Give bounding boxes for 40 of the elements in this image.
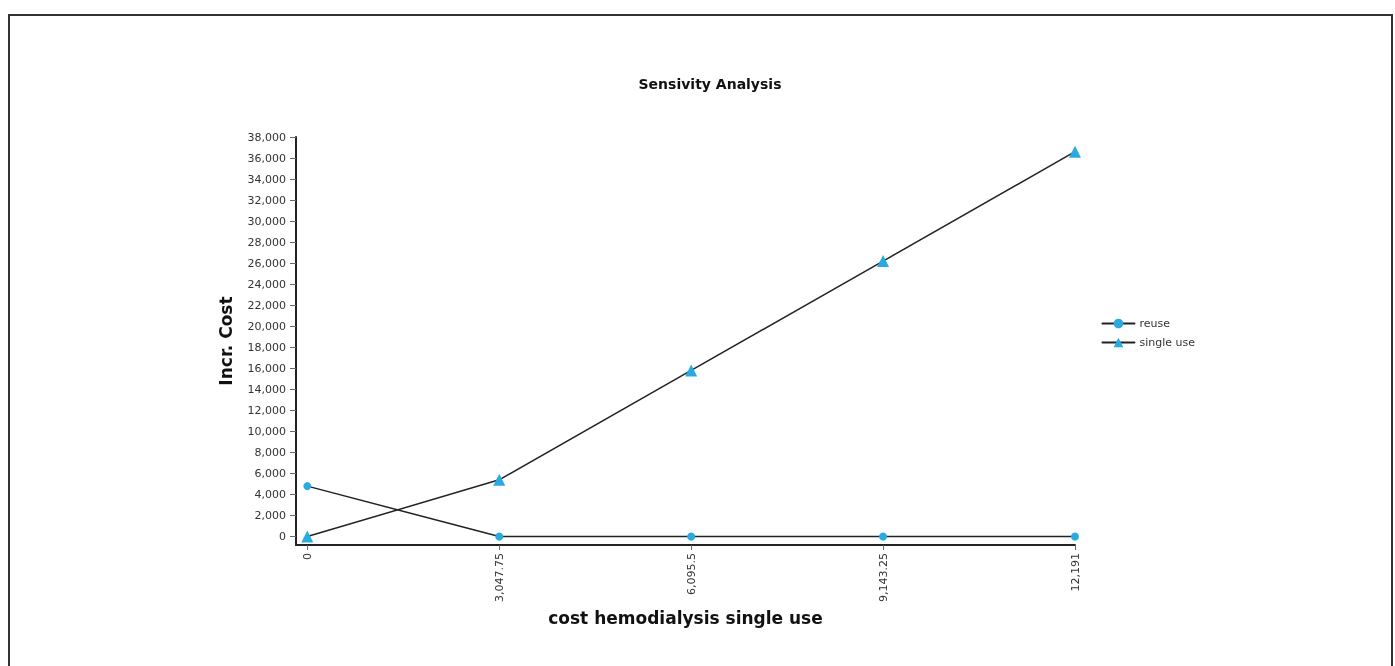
- y-tick-label: 24,000: [247, 277, 286, 291]
- y-tick-label: 28,000: [247, 235, 286, 249]
- point: [1069, 145, 1081, 158]
- y-tick-label: 12,000: [247, 403, 286, 417]
- x-tick-label: 9,143.25: [876, 553, 890, 602]
- y-tick-label: 34,000: [247, 172, 286, 186]
- x-tick-label: 0: [300, 553, 314, 560]
- y-tick-label: 36,000: [247, 151, 286, 165]
- y-tick-label: 4,000: [254, 488, 286, 502]
- y-tick-label: 30,000: [247, 214, 286, 228]
- legend-label: single use: [1139, 336, 1196, 349]
- point: [685, 364, 698, 377]
- point: [879, 532, 888, 541]
- point: [1071, 532, 1079, 541]
- y-tick-label: 38,000: [247, 130, 286, 144]
- y-tick-label: 32,000: [247, 193, 286, 207]
- y-tick-label: 0: [279, 530, 286, 544]
- y-tick-label: 8,000: [254, 445, 286, 459]
- y-tick-label: 2,000: [254, 509, 286, 523]
- y-tick-label: 26,000: [247, 256, 286, 270]
- point: [301, 530, 314, 543]
- chart-title: Sensivity Analysis: [638, 76, 782, 92]
- point: [303, 482, 312, 491]
- y-tick-label: 22,000: [247, 298, 286, 312]
- point: [877, 255, 890, 268]
- point: [687, 532, 696, 541]
- y-tick-label: 20,000: [247, 319, 286, 333]
- x-tick-label: 3,047.75: [492, 553, 506, 602]
- y-tick-label: 18,000: [247, 340, 286, 354]
- y-tick-label: 16,000: [247, 361, 286, 375]
- x-tick-label: 6,095.5: [684, 553, 698, 595]
- x-tick-label: 12,191: [1068, 553, 1082, 592]
- legend-label: reuse: [1139, 317, 1171, 330]
- y-tick-label: 6,000: [254, 466, 286, 480]
- point: [493, 473, 506, 486]
- x-axis-title: cost hemodialysis single use: [548, 608, 823, 629]
- point: [495, 532, 504, 541]
- y-axis-title: Incr. Cost: [215, 296, 236, 386]
- y-tick-label: 10,000: [247, 424, 286, 438]
- y-tick-label: 14,000: [247, 382, 286, 396]
